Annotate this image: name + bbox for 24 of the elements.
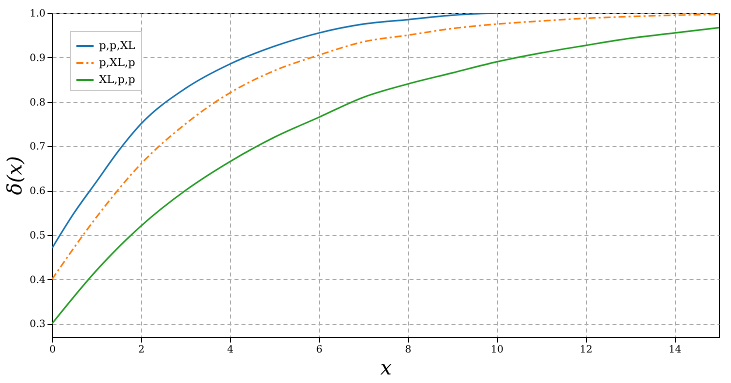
x-tick-label: 8 bbox=[405, 344, 412, 356]
y-axis-title: δ(x) bbox=[2, 156, 27, 195]
x-tick-label: 2 bbox=[138, 344, 145, 356]
legend-label: p,XL,p bbox=[99, 56, 136, 69]
x-tick-label: 4 bbox=[227, 344, 234, 356]
y-tick-label: 0.8 bbox=[30, 97, 46, 108]
legend-label: XL,p,p bbox=[99, 73, 136, 86]
x-axis-title: x bbox=[380, 356, 392, 380]
y-tick-label: 0.6 bbox=[30, 186, 46, 198]
line-series bbox=[52, 14, 719, 280]
y-tick-label: 0.7 bbox=[30, 142, 46, 153]
line-series bbox=[52, 26, 719, 324]
y-tick-label: 0.5 bbox=[30, 230, 46, 242]
y-tick-label: 1.0 bbox=[30, 8, 46, 20]
x-tick-label: 14 bbox=[668, 344, 682, 356]
y-tick-label: 0.9 bbox=[30, 52, 46, 64]
x-tick-label: 12 bbox=[580, 344, 592, 356]
y-tick-label: 0.4 bbox=[30, 274, 46, 286]
x-tick-label: 10 bbox=[490, 344, 504, 356]
y-tick-label: 0.3 bbox=[30, 319, 46, 330]
line-series bbox=[52, 13, 498, 250]
legend-label: p,p,XL bbox=[99, 39, 136, 52]
x-tick-label: 6 bbox=[316, 344, 322, 356]
x-tick-label: 0 bbox=[49, 344, 56, 356]
